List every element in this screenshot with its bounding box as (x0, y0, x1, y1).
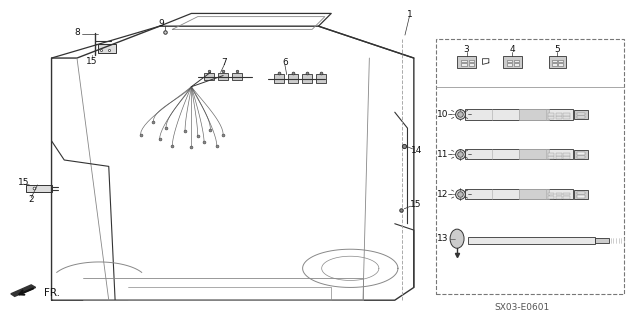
Bar (576, 156, 585, 158)
Bar (468, 237, 595, 244)
Text: 5: 5 (555, 45, 561, 54)
Bar (464, 149, 573, 159)
Bar (468, 63, 474, 66)
Bar (563, 116, 569, 119)
Text: 13: 13 (437, 234, 449, 243)
Bar (574, 190, 588, 198)
Text: 12: 12 (438, 189, 449, 199)
Text: 3: 3 (464, 45, 469, 54)
Bar (576, 152, 585, 155)
Bar (576, 196, 585, 197)
Bar (232, 73, 242, 80)
Text: 15: 15 (86, 57, 97, 66)
Bar (461, 63, 466, 66)
Bar (563, 153, 569, 156)
Bar (506, 60, 512, 62)
Bar (555, 153, 562, 156)
Text: 8: 8 (74, 28, 80, 37)
Bar (218, 73, 228, 80)
Text: FR.: FR. (44, 288, 60, 298)
Text: 7: 7 (222, 58, 227, 67)
Text: SX03-E0601: SX03-E0601 (494, 303, 550, 312)
Bar (548, 113, 554, 116)
Bar (552, 60, 557, 62)
Bar (576, 116, 585, 118)
Bar (574, 110, 588, 119)
Text: 15: 15 (18, 178, 29, 187)
Bar (548, 156, 554, 159)
Bar (576, 192, 585, 195)
Polygon shape (11, 285, 36, 296)
Bar (506, 63, 512, 66)
Bar (503, 56, 522, 68)
Text: 2: 2 (29, 195, 34, 204)
Bar (274, 74, 284, 83)
Bar (316, 74, 326, 83)
Bar (548, 153, 554, 156)
Bar (548, 196, 554, 198)
Bar (576, 113, 585, 115)
Bar (98, 44, 116, 53)
Bar (288, 74, 298, 83)
Bar (555, 193, 562, 196)
Bar (513, 60, 519, 62)
Bar (436, 39, 624, 294)
Bar (519, 109, 549, 120)
Text: 9: 9 (158, 19, 164, 28)
Bar (555, 113, 562, 116)
Bar (464, 189, 573, 199)
Bar (548, 193, 554, 196)
Bar (204, 73, 214, 80)
Bar (513, 63, 519, 66)
Text: 15: 15 (410, 200, 422, 209)
Text: 10: 10 (437, 110, 449, 119)
Bar (457, 56, 476, 68)
Bar (519, 149, 549, 159)
Bar (555, 116, 562, 119)
Bar (563, 196, 569, 198)
Bar (26, 185, 52, 192)
Bar (519, 189, 549, 199)
Bar (558, 60, 563, 62)
Text: 11: 11 (437, 150, 449, 159)
Text: 4: 4 (510, 45, 515, 54)
Bar (555, 156, 562, 159)
Bar (548, 116, 554, 119)
Bar (468, 60, 474, 62)
Text: 6: 6 (282, 58, 288, 67)
Bar (595, 238, 609, 243)
Bar (558, 63, 563, 66)
Bar (464, 109, 573, 120)
Bar (563, 156, 569, 159)
Text: 14: 14 (411, 146, 422, 155)
Bar (302, 74, 312, 83)
Text: 1: 1 (406, 10, 412, 19)
Ellipse shape (450, 229, 464, 248)
Bar (574, 150, 588, 159)
Bar (461, 60, 466, 62)
Bar (548, 56, 566, 68)
Bar (563, 193, 569, 196)
Bar (563, 113, 569, 116)
Bar (552, 63, 557, 66)
Bar (555, 196, 562, 198)
